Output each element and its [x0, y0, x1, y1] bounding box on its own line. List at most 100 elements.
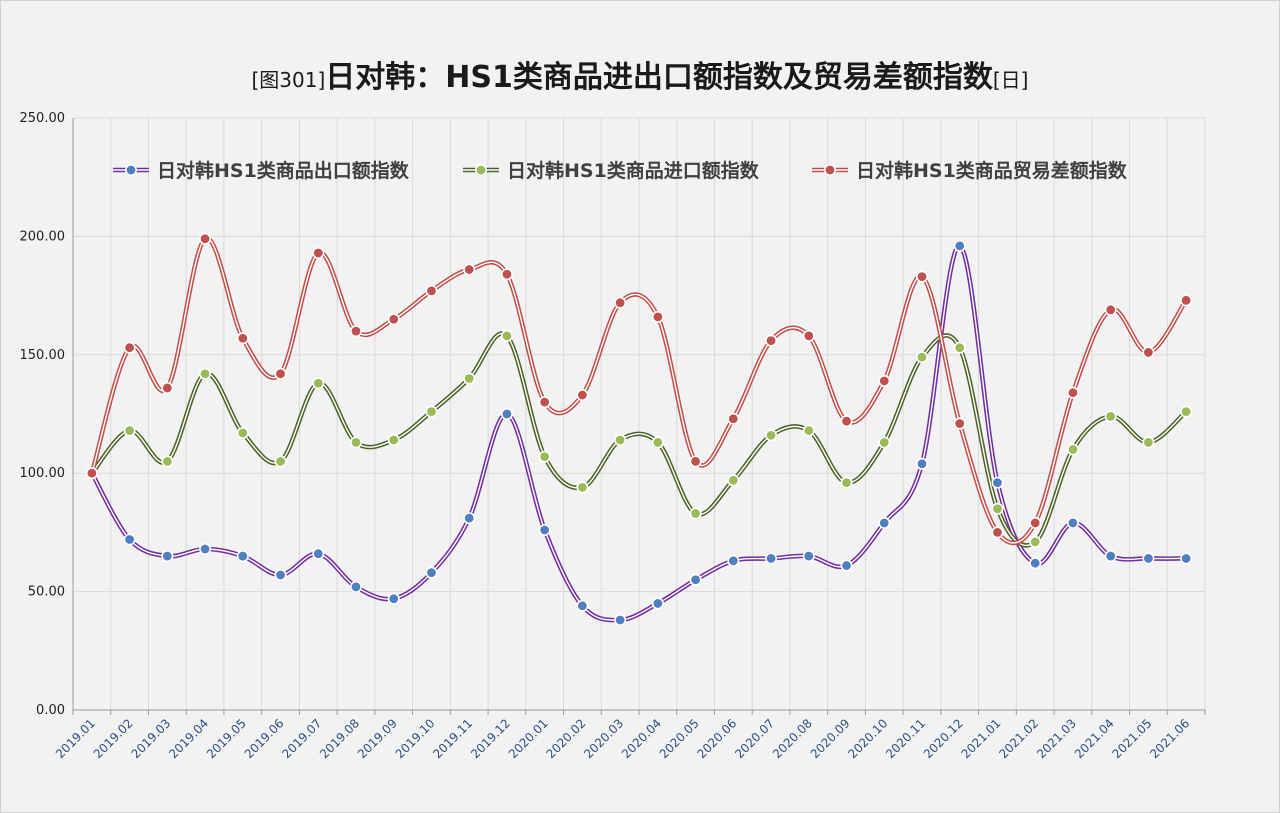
title-suffix: [日] — [992, 68, 1029, 92]
series-2-point — [349, 325, 362, 338]
series-2-point — [538, 396, 551, 409]
series-2-point — [1066, 386, 1079, 399]
series-1-point — [1066, 443, 1079, 456]
series-2-point — [991, 526, 1004, 539]
series-2-point — [727, 412, 740, 425]
x-tick-label: 2021.04 — [1072, 716, 1117, 761]
x-tick-label: 2021.06 — [1147, 716, 1192, 761]
series-0-point — [274, 569, 287, 582]
series-2-point — [651, 310, 664, 323]
series-1-point — [199, 367, 212, 380]
series-2-point — [840, 415, 853, 428]
series-0-point — [199, 542, 212, 555]
series-0-point — [123, 533, 136, 546]
series-1-point — [161, 455, 174, 468]
series-0-point — [236, 550, 249, 563]
series-2-point — [425, 284, 438, 297]
series-2-point — [161, 381, 174, 394]
x-tick-label: 2020.04 — [619, 716, 664, 761]
series-2-point — [236, 332, 249, 345]
series-0-point — [878, 516, 891, 529]
series-2-point — [123, 341, 136, 354]
series-1-point — [991, 502, 1004, 515]
series-0-point — [349, 580, 362, 593]
series-2-point — [274, 367, 287, 380]
series-1-point — [123, 424, 136, 437]
x-tick-label: 2020.08 — [770, 716, 815, 761]
legend-label-1: 日对韩HS1类商品进口额指数 — [507, 159, 760, 182]
x-tick-label: 2019.03 — [128, 716, 173, 761]
series-0-point — [1066, 516, 1079, 529]
series-1-point — [274, 455, 287, 468]
x-tick-label: 2019.04 — [166, 716, 211, 761]
x-tick-label: 2020.02 — [544, 716, 589, 761]
series-0-point — [538, 524, 551, 537]
x-tick-label: 2019.07 — [279, 716, 324, 761]
y-tick-label: 200.00 — [20, 229, 66, 244]
x-tick-label: 2019.08 — [317, 716, 362, 761]
legend-label-2: 日对韩HS1类商品贸易差额指数 — [856, 159, 1128, 182]
series-1-point — [236, 426, 249, 439]
x-tick-label: 2019.06 — [242, 716, 287, 761]
series-2-point — [387, 313, 400, 326]
x-tick-label: 2020.12 — [921, 716, 966, 761]
series-1-point — [425, 405, 438, 418]
chart-title: [图301]日对韩：HS1类商品进出口额指数及贸易差额指数[日] — [0, 52, 1280, 96]
series-2-point — [765, 334, 778, 347]
series-1-point — [1104, 410, 1117, 423]
series-1-point — [312, 377, 325, 390]
legend-label-0: 日对韩HS1类商品出口额指数 — [157, 159, 410, 182]
x-tick-label: 2020.09 — [808, 716, 853, 761]
y-tick-label: 100.00 — [20, 466, 66, 481]
series-0-point — [161, 550, 174, 563]
legend-marker-1 — [474, 164, 487, 177]
series-0-point — [1029, 557, 1042, 570]
x-tick-label: 2020.11 — [883, 716, 928, 761]
series-1-point — [1142, 436, 1155, 449]
series-2-point — [802, 329, 815, 342]
y-tick-label: 250.00 — [20, 111, 66, 126]
series-0-point — [953, 239, 966, 252]
series-1-point — [463, 372, 476, 385]
series-0-point — [651, 597, 664, 610]
series-2-point — [500, 268, 513, 281]
x-tick-label: 2019.12 — [468, 716, 513, 761]
series-1-point — [349, 436, 362, 449]
x-tick-label: 2019.05 — [204, 716, 249, 761]
series-1-point — [500, 329, 513, 342]
series-1-point — [953, 341, 966, 354]
series-2-point — [915, 270, 928, 283]
x-tick-label: 2021.02 — [996, 716, 1041, 761]
series-1-point — [878, 436, 891, 449]
series-2-point — [312, 246, 325, 259]
series-0-point — [463, 512, 476, 525]
series-2-point — [1180, 294, 1193, 307]
series-0-point — [425, 566, 438, 579]
series-1-point — [915, 351, 928, 364]
series-1-point — [840, 476, 853, 489]
series-0-point — [840, 559, 853, 572]
series-0-point — [915, 457, 928, 470]
series-0-point — [991, 476, 1004, 489]
series-0-point — [689, 573, 702, 586]
x-tick-label: 2021.01 — [959, 716, 1004, 761]
series-0-point — [1180, 552, 1193, 565]
series-2-point — [1029, 516, 1042, 529]
series-0-point — [802, 550, 815, 563]
series-0-point — [387, 592, 400, 605]
x-tick-label: 2020.10 — [845, 716, 890, 761]
x-tick-label: 2021.05 — [1110, 716, 1155, 761]
x-tick-label: 2021.03 — [1034, 716, 1079, 761]
x-tick-label: 2019.09 — [355, 716, 400, 761]
series-0-point — [1142, 552, 1155, 565]
series-2-point — [576, 389, 589, 402]
series-0-point — [1104, 550, 1117, 563]
x-tick-label: 2020.01 — [506, 716, 551, 761]
y-tick-label: 150.00 — [20, 348, 66, 363]
series-0-point — [576, 599, 589, 612]
x-tick-label: 2020.06 — [694, 716, 739, 761]
series-0-point — [500, 407, 513, 420]
series-1-point — [689, 507, 702, 520]
x-tick-label: 2020.05 — [657, 716, 702, 761]
